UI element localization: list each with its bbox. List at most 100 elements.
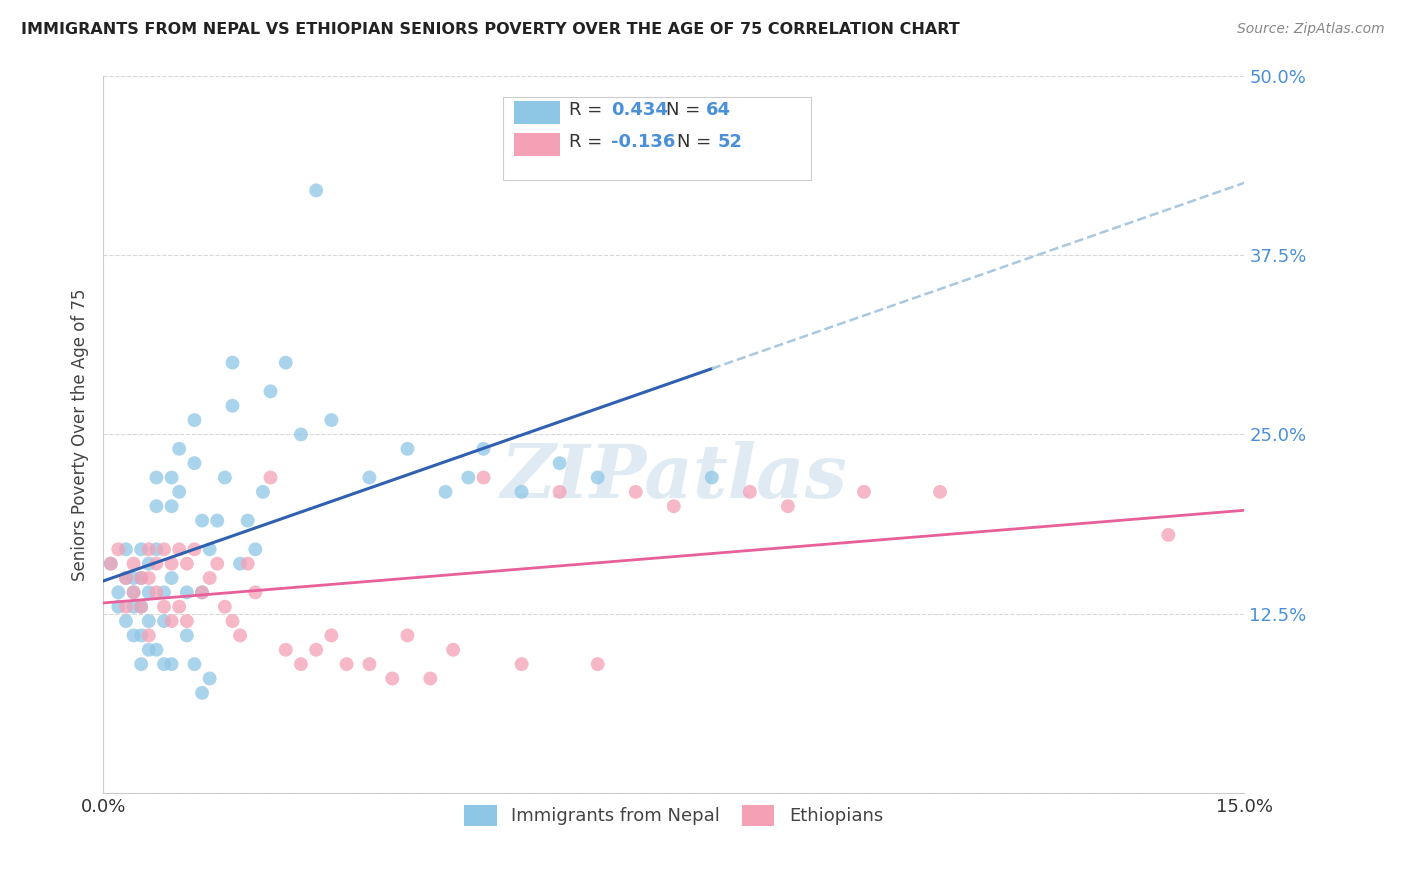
Point	[122, 571, 145, 585]
Point	[207, 514, 229, 528]
Bar	[515, 133, 560, 156]
Text: -0.136: -0.136	[612, 133, 675, 151]
Point	[396, 628, 419, 642]
Point	[700, 470, 723, 484]
Point	[153, 599, 176, 614]
Point	[290, 657, 312, 672]
Point	[510, 657, 533, 672]
Point	[183, 456, 205, 470]
Point	[145, 642, 167, 657]
Point	[167, 542, 190, 557]
Point	[472, 470, 495, 484]
Point	[548, 484, 571, 499]
Point	[138, 557, 160, 571]
Point	[138, 614, 160, 628]
Point	[145, 557, 167, 571]
Point	[167, 599, 190, 614]
Text: 64: 64	[706, 101, 731, 119]
Text: Source: ZipAtlas.com: Source: ZipAtlas.com	[1237, 22, 1385, 37]
Point	[221, 399, 243, 413]
Point	[122, 557, 145, 571]
Point	[252, 484, 274, 499]
Point	[129, 628, 152, 642]
Text: N =: N =	[678, 133, 717, 151]
Point	[115, 571, 138, 585]
Point	[624, 484, 647, 499]
Point	[396, 442, 419, 456]
Point	[510, 484, 533, 499]
Point	[191, 686, 214, 700]
Point	[160, 470, 183, 484]
Text: 52: 52	[717, 133, 742, 151]
Point	[738, 484, 761, 499]
Point	[129, 599, 152, 614]
Point	[160, 657, 183, 672]
Point	[229, 557, 252, 571]
Point	[191, 514, 214, 528]
Point	[153, 657, 176, 672]
Point	[160, 500, 183, 514]
Point	[274, 642, 297, 657]
Point	[160, 571, 183, 585]
Point	[441, 642, 464, 657]
Point	[107, 542, 129, 557]
Point	[176, 614, 198, 628]
Point	[236, 514, 259, 528]
Text: R =: R =	[569, 133, 607, 151]
Point	[153, 542, 176, 557]
Point	[167, 484, 190, 499]
Point	[129, 599, 152, 614]
Point	[214, 470, 236, 484]
Point	[138, 542, 160, 557]
Bar	[515, 102, 560, 124]
Point	[191, 585, 214, 599]
Point	[145, 470, 167, 484]
Point	[191, 585, 214, 599]
Point	[176, 585, 198, 599]
Point	[183, 657, 205, 672]
Point	[419, 672, 441, 686]
Point	[138, 571, 160, 585]
Point	[434, 484, 457, 499]
Point	[100, 557, 122, 571]
Point	[115, 542, 138, 557]
Text: IMMIGRANTS FROM NEPAL VS ETHIOPIAN SENIORS POVERTY OVER THE AGE OF 75 CORRELATIO: IMMIGRANTS FROM NEPAL VS ETHIOPIAN SENIO…	[21, 22, 960, 37]
Point	[305, 183, 328, 197]
Point	[221, 356, 243, 370]
Point	[259, 384, 281, 399]
Point	[122, 599, 145, 614]
Point	[245, 585, 267, 599]
Text: ZIPatlas: ZIPatlas	[501, 442, 848, 514]
Point	[122, 585, 145, 599]
Point	[1157, 528, 1180, 542]
Point	[122, 585, 145, 599]
Point	[115, 614, 138, 628]
Point	[129, 542, 152, 557]
Text: N =: N =	[666, 101, 706, 119]
Point	[198, 571, 221, 585]
Point	[160, 614, 183, 628]
Point	[472, 442, 495, 456]
Point	[183, 542, 205, 557]
Point	[776, 500, 799, 514]
Point	[153, 614, 176, 628]
Point	[321, 628, 343, 642]
Y-axis label: Seniors Poverty Over the Age of 75: Seniors Poverty Over the Age of 75	[72, 288, 89, 581]
Point	[214, 599, 236, 614]
Point	[176, 557, 198, 571]
Point	[207, 557, 229, 571]
Point	[221, 614, 243, 628]
Point	[236, 557, 259, 571]
Point	[229, 628, 252, 642]
Legend: Immigrants from Nepal, Ethiopians: Immigrants from Nepal, Ethiopians	[456, 796, 893, 835]
Point	[359, 657, 381, 672]
Point	[183, 413, 205, 427]
Point	[138, 642, 160, 657]
Point	[167, 442, 190, 456]
Point	[176, 628, 198, 642]
FancyBboxPatch shape	[502, 97, 811, 179]
Point	[107, 585, 129, 599]
Point	[107, 599, 129, 614]
Point	[145, 500, 167, 514]
Point	[662, 500, 685, 514]
